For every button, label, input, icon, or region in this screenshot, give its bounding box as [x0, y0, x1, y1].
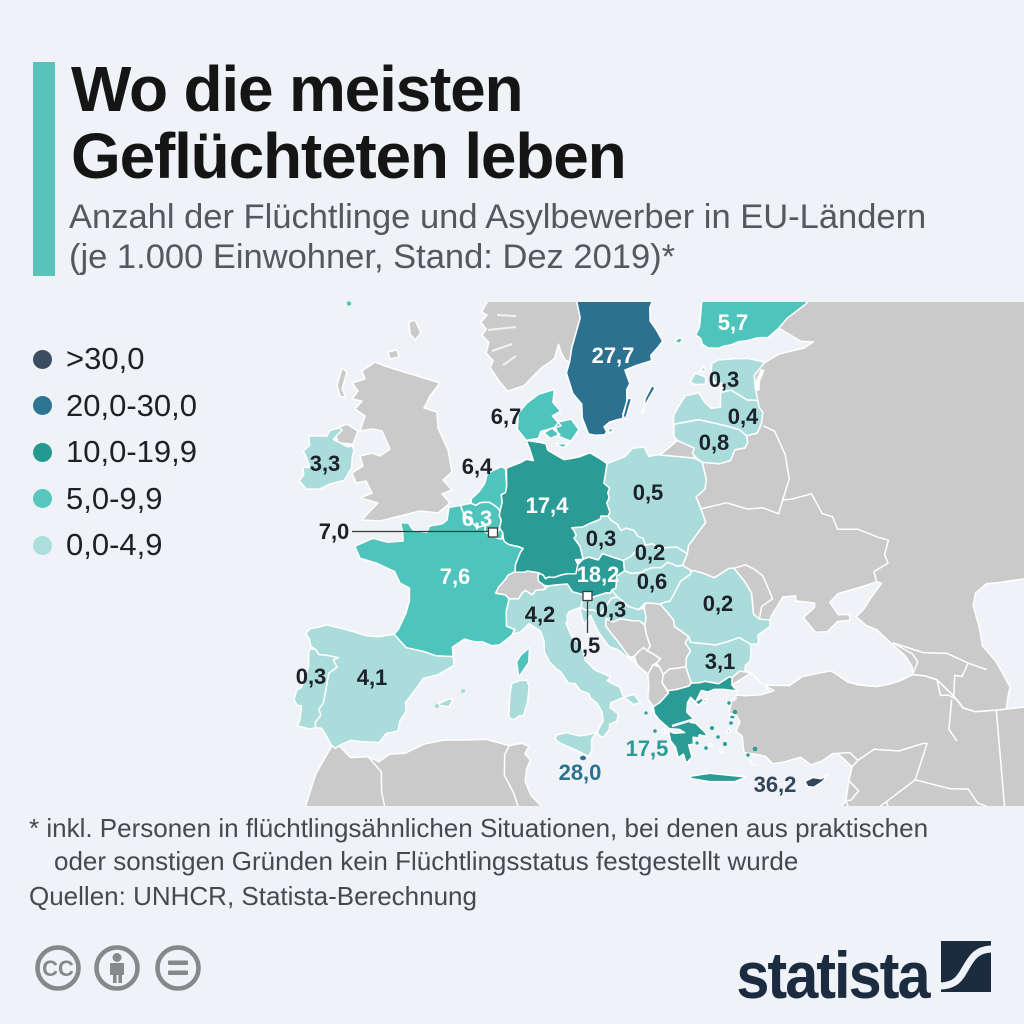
- svg-text:CC: CC: [42, 956, 74, 981]
